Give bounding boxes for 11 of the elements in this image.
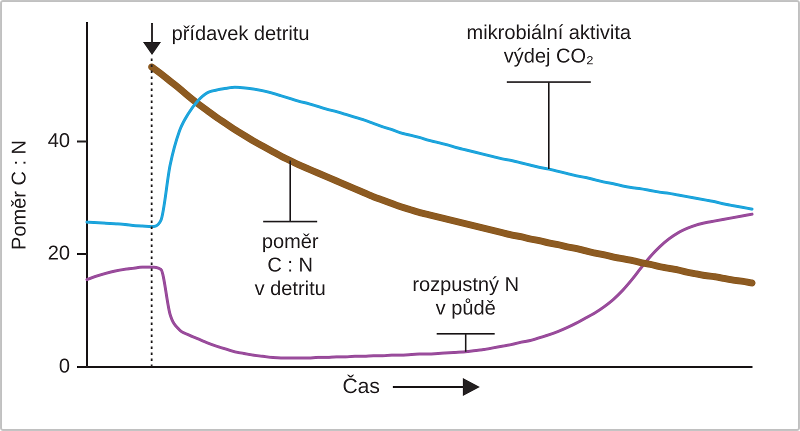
line-series <box>86 86 754 228</box>
annotation: přídavek detritu <box>172 23 310 45</box>
y-tick-label: 0 <box>58 356 70 378</box>
x-axis-title: Čas <box>342 374 380 398</box>
y-tick-label: 20 <box>48 242 70 265</box>
series-label: rozpustný N v půdě <box>412 274 520 320</box>
y-axis-title: Poměr C : N <box>8 140 31 250</box>
y-tick-label: 40 <box>48 130 70 152</box>
line-series <box>86 212 754 360</box>
text: poměr C : N v detritu <box>254 231 326 300</box>
text: mikrobiální aktivita výdej CO₂ <box>466 22 632 68</box>
